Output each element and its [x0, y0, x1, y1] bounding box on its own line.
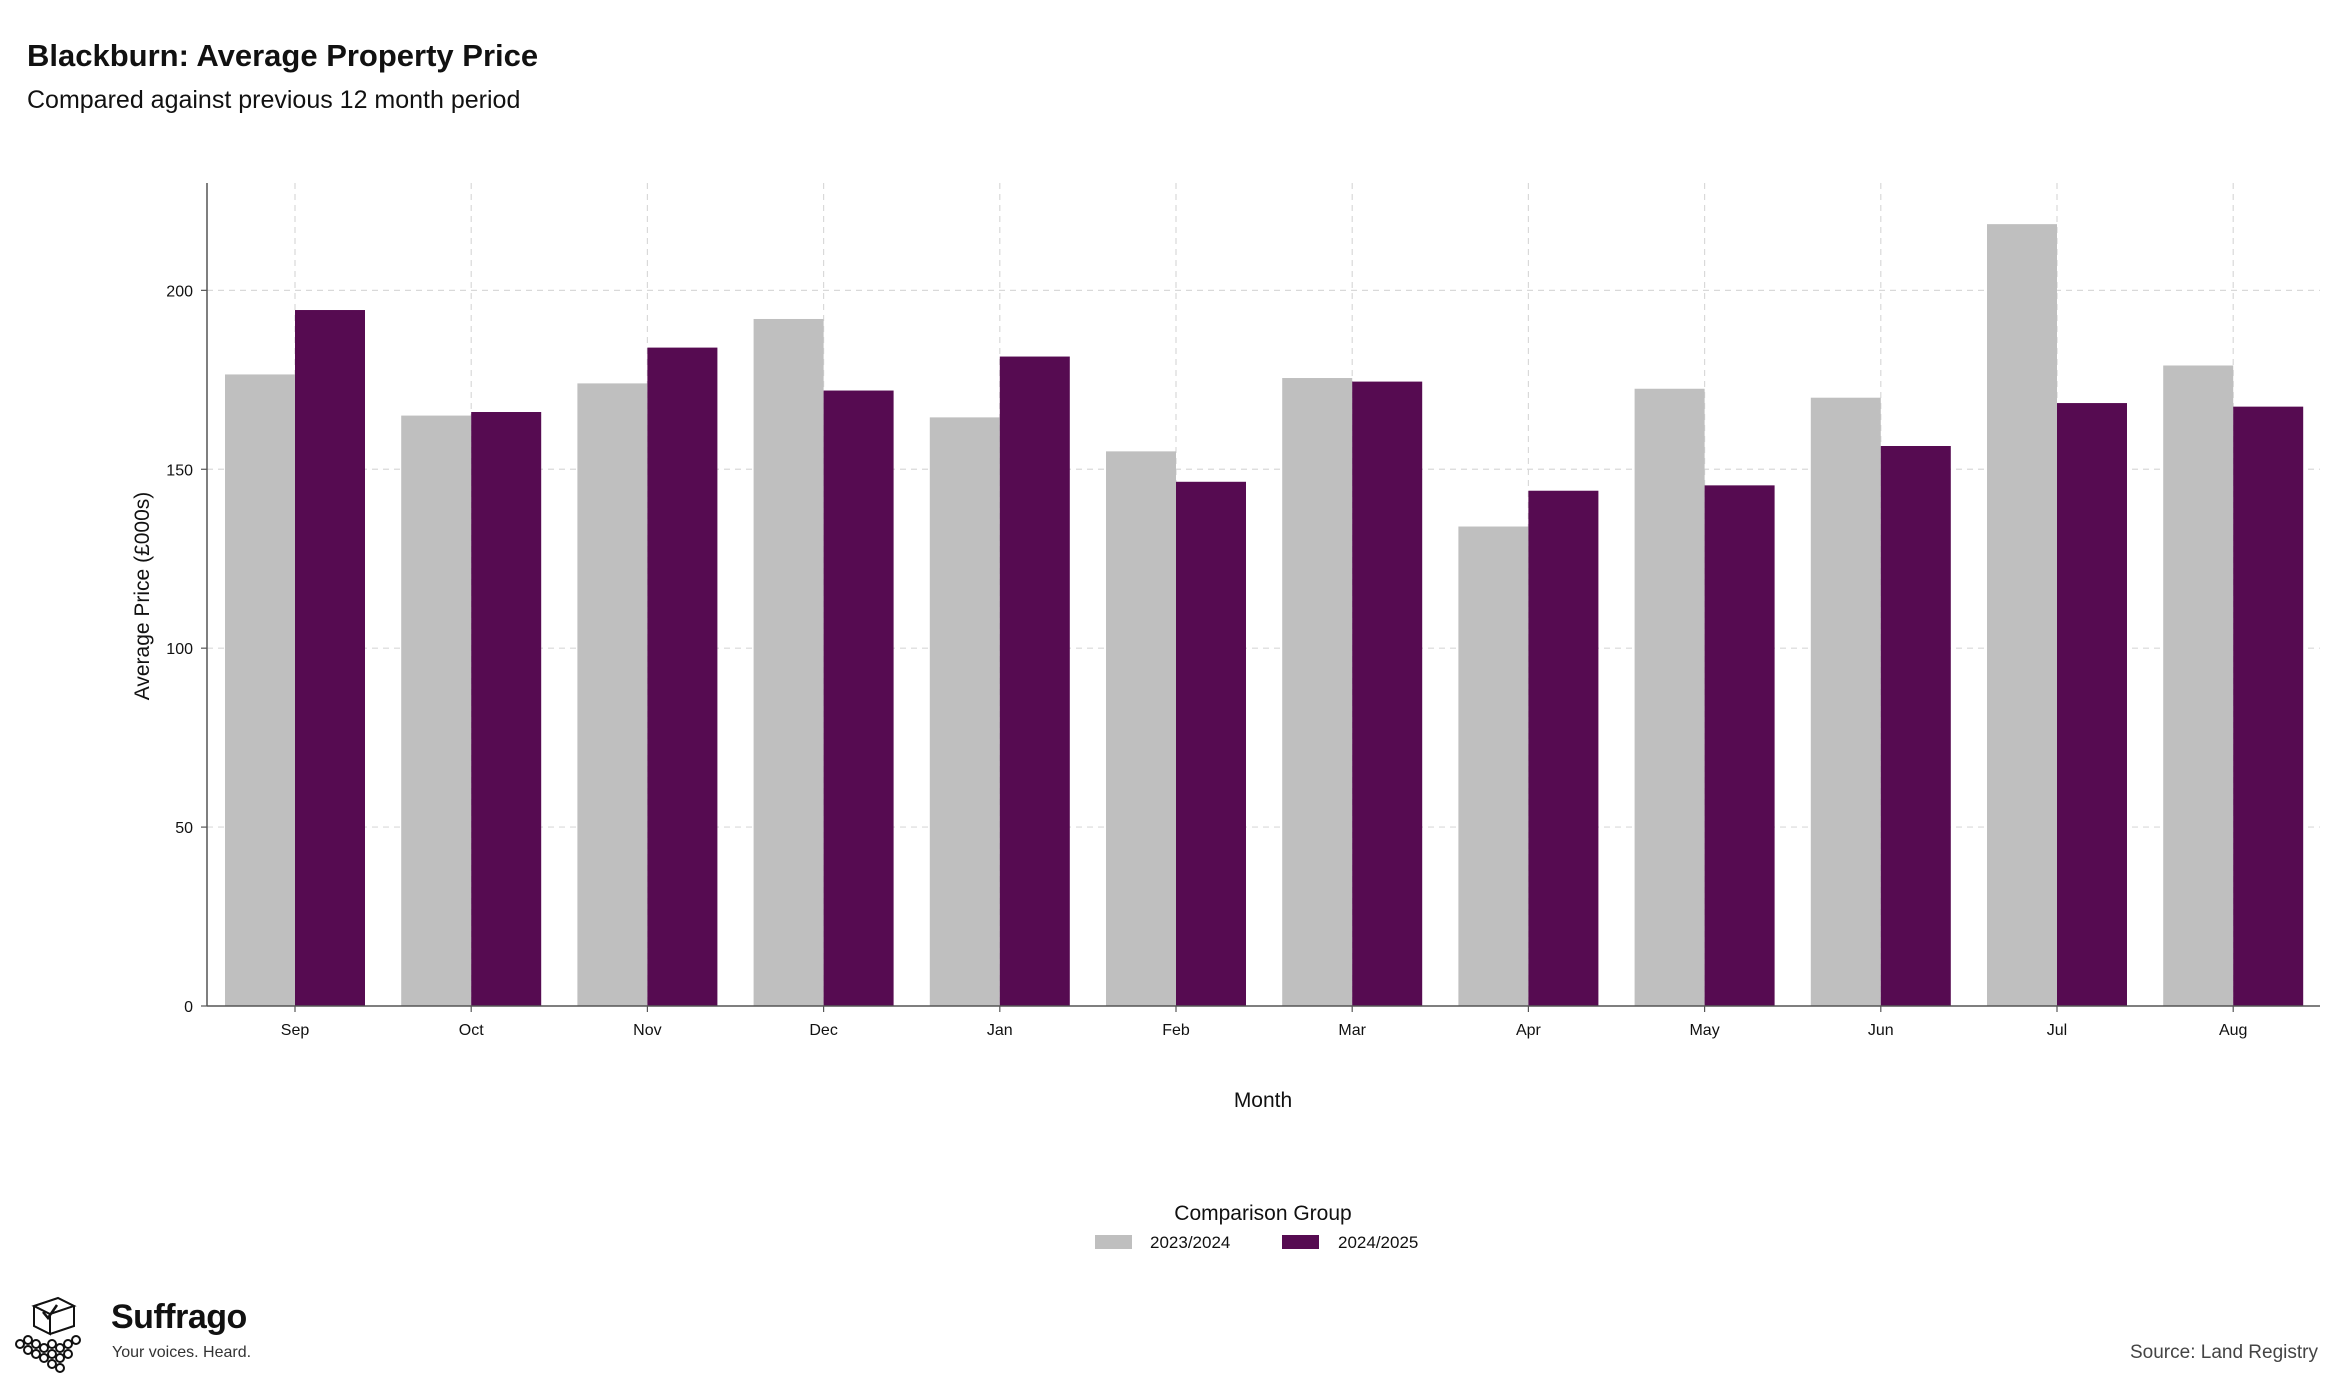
- bar-2023-2024-jan: [929, 417, 1000, 1006]
- legend-label-2024-2025: 2024/2025: [1338, 1233, 1418, 1252]
- x-tick-label-jun: Jun: [1868, 1022, 1894, 1039]
- x-tick-label-may: May: [1689, 1022, 1719, 1039]
- bar-2024-2025-aug: [2233, 406, 2304, 1006]
- bar-2024-2025-mar: [1352, 381, 1423, 1006]
- x-tick-label-feb: Feb: [1162, 1022, 1190, 1039]
- bar-2024-2025-jun: [1880, 446, 1951, 1006]
- legend: Comparison Group 2023/2024 2024/2025: [1095, 1202, 1418, 1252]
- bar-2023-2024-mar: [1282, 378, 1353, 1006]
- bars: [225, 224, 2304, 1007]
- y-tick-label: 0: [184, 999, 193, 1016]
- bar-2023-2024-nov: [577, 383, 648, 1007]
- bar-2023-2024-apr: [1458, 526, 1529, 1006]
- y-tick-label: 200: [166, 283, 193, 300]
- x-tick-label-jan: Jan: [987, 1022, 1013, 1039]
- bar-2024-2025-jan: [999, 356, 1070, 1006]
- bar-2024-2025-feb: [1176, 481, 1246, 1006]
- axes: [206, 183, 2320, 1007]
- bar-2024-2025-dec: [823, 390, 894, 1006]
- x-tick-label-sep: Sep: [281, 1022, 310, 1039]
- bar-2024-2025-apr: [1528, 490, 1599, 1006]
- x-tick-label-jul: Jul: [2047, 1022, 2067, 1039]
- chart-title: Blackburn: Average Property Price: [27, 38, 539, 73]
- brand-tagline: Your voices. Heard.: [112, 1344, 252, 1361]
- legend-swatch-2024-2025: [1282, 1235, 1319, 1249]
- x-tick-label-nov: Nov: [633, 1022, 661, 1039]
- brand-name: Suffrago: [111, 1298, 247, 1336]
- x-tick-label-apr: Apr: [1516, 1022, 1542, 1039]
- bar-2024-2025-may: [1704, 485, 1775, 1006]
- bar-2023-2024-oct: [401, 415, 472, 1007]
- bar-2023-2024-jun: [1810, 397, 1881, 1006]
- bar-2024-2025-sep: [295, 310, 365, 1006]
- bar-2023-2024-feb: [1106, 451, 1176, 1006]
- bar-2024-2025-jul: [2057, 403, 2127, 1006]
- y-tick-label: 50: [175, 820, 193, 837]
- bar-2023-2024-may: [1634, 388, 1705, 1006]
- bar-2023-2024-dec: [753, 318, 824, 1007]
- ballot-box-icon: [15, 1296, 81, 1373]
- legend-swatch-2023-2024: [1095, 1235, 1132, 1249]
- x-axis-title: Month: [1234, 1089, 1292, 1112]
- bar-2023-2024-sep: [225, 374, 295, 1006]
- bar-2024-2025-nov: [647, 347, 718, 1007]
- y-tick-labels: 0 50 100 150 200: [166, 283, 207, 1016]
- y-tick-label: 100: [166, 641, 193, 658]
- legend-title: Comparison Group: [1174, 1202, 1351, 1225]
- x-tick-label-oct: Oct: [459, 1022, 484, 1039]
- x-tick-label-mar: Mar: [1338, 1022, 1366, 1039]
- x-tick-label-dec: Dec: [809, 1022, 837, 1039]
- y-tick-label: 150: [166, 462, 193, 479]
- bar-2024-2025-oct: [471, 412, 542, 1007]
- x-tick-label-aug: Aug: [2219, 1022, 2247, 1039]
- chart-subtitle: Compared against previous 12 month perio…: [27, 86, 521, 114]
- bar-2023-2024-aug: [2163, 365, 2234, 1006]
- bar-2023-2024-jul: [1987, 224, 2057, 1006]
- source-note: Source: Land Registry: [2130, 1342, 2318, 1363]
- x-tick-labels: Sep Oct Nov Dec Jan Feb Mar Apr May Jun Jul Aug: [281, 1006, 2247, 1039]
- y-axis-title: Average Price (£000s): [131, 492, 154, 701]
- legend-label-2023-2024: 2023/2024: [1150, 1233, 1230, 1252]
